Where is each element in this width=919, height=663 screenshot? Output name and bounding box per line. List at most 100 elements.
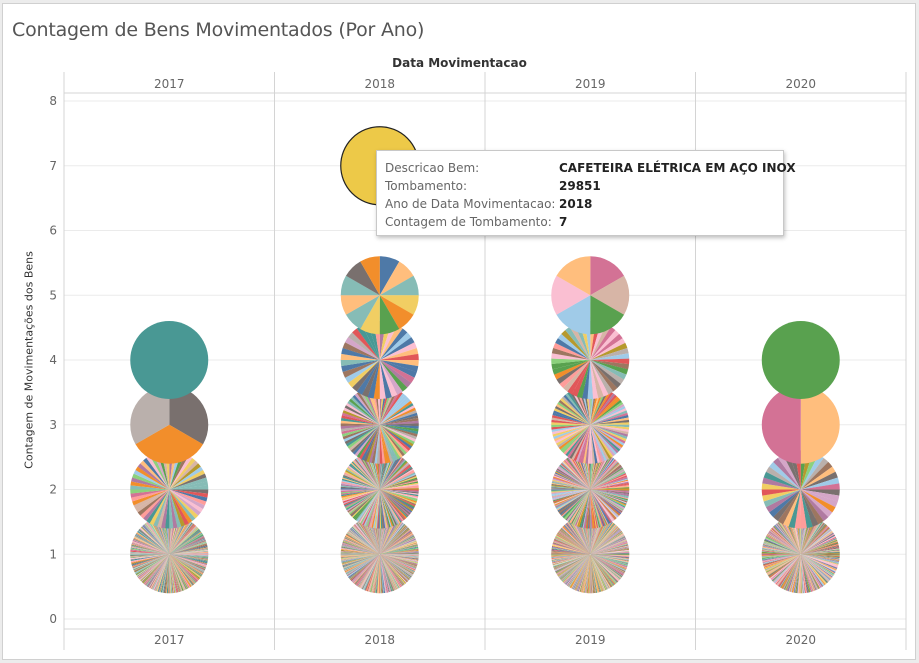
pie-slice — [559, 554, 591, 579]
pie-slice — [590, 489, 608, 526]
pie-mark[interactable] — [551, 450, 630, 529]
pie-slice — [169, 554, 191, 588]
pie-slice — [379, 554, 391, 592]
pie-slice — [769, 461, 801, 490]
pie-mark[interactable] — [551, 256, 630, 335]
pie-slice — [800, 554, 828, 583]
pie-slice — [341, 554, 380, 562]
pie-mark[interactable] — [551, 515, 630, 594]
pie-slice — [350, 554, 380, 581]
pie-slice — [342, 489, 380, 502]
pie-slice — [590, 459, 616, 490]
pie-slice — [169, 549, 209, 555]
pie-mark[interactable] — [130, 321, 209, 399]
pie-slice — [379, 552, 419, 555]
pie-slice — [766, 554, 801, 573]
pie-slice — [559, 489, 591, 515]
pie-slice — [577, 489, 591, 527]
pie-slice — [344, 536, 380, 555]
pie-slice — [800, 553, 840, 555]
pie-slice — [590, 554, 613, 587]
pie-slice — [569, 521, 591, 555]
pie-mark[interactable] — [130, 385, 209, 464]
pie-slice — [582, 360, 591, 399]
pie-slice — [572, 454, 591, 490]
pie-slice — [130, 554, 170, 557]
pie-slice — [590, 522, 615, 555]
pie-slice — [774, 554, 801, 584]
pie-mark[interactable] — [130, 515, 209, 594]
pie-slice — [169, 554, 196, 584]
pie-slice — [379, 471, 415, 490]
pie-slice — [800, 489, 838, 508]
pie-slice — [590, 548, 629, 555]
pie-slice — [552, 477, 591, 490]
pie-slice — [566, 554, 591, 586]
pie-slice — [564, 554, 591, 584]
pie-slice — [561, 330, 591, 360]
pie-slice — [130, 554, 170, 561]
pie-slice — [590, 474, 627, 490]
pie-slice — [590, 554, 596, 593]
pie-slice — [347, 531, 380, 555]
pie-slice — [552, 489, 591, 501]
pie-slice — [379, 554, 385, 594]
pie-mark[interactable] — [130, 450, 209, 529]
pie-slice — [763, 554, 801, 566]
pie-slice — [169, 485, 209, 490]
pie-mark[interactable] — [761, 321, 840, 399]
pie-slice — [361, 519, 380, 555]
pie-slice — [379, 424, 405, 457]
pie-slice — [590, 554, 611, 588]
pie-slice — [551, 489, 591, 498]
pie-slice — [169, 554, 205, 572]
pie-slice — [590, 554, 595, 594]
pie-slice — [562, 489, 591, 518]
pie-slice — [590, 489, 625, 509]
pie-slice — [800, 554, 815, 592]
pie-slice — [565, 326, 591, 360]
pie-mark[interactable] — [551, 385, 630, 464]
pie-slice — [571, 424, 591, 461]
pie-slice — [777, 522, 801, 555]
pie-slice — [139, 554, 170, 580]
pie-mark[interactable] — [340, 450, 419, 529]
pie-slice — [567, 457, 591, 490]
pie-slice — [590, 477, 628, 490]
pie-slice — [590, 454, 608, 490]
pie-mark[interactable] — [340, 515, 419, 594]
pie-slice — [169, 520, 190, 555]
pie-slice — [362, 554, 380, 590]
pie-mark[interactable] — [761, 385, 840, 464]
pie-slice — [590, 520, 610, 555]
pie-slice — [590, 424, 629, 435]
pie-slice — [141, 526, 170, 555]
pie-slice — [169, 549, 209, 555]
pie-slice — [379, 554, 397, 590]
pie-slice — [343, 554, 380, 569]
pie-slice — [356, 391, 380, 425]
pie-slice — [590, 468, 624, 490]
pie-slice — [782, 519, 801, 555]
pie-slice — [379, 423, 419, 427]
pie-slice — [558, 530, 591, 555]
pie-slice — [361, 424, 380, 461]
pie-slice — [554, 360, 591, 380]
pie-slice — [800, 554, 831, 581]
pie-slice — [152, 518, 170, 555]
pie-slice — [590, 554, 596, 594]
pie-slice — [150, 554, 170, 589]
pie-mark[interactable] — [340, 256, 419, 335]
pie-slice — [169, 522, 193, 555]
pie-slice — [762, 554, 801, 563]
pie-slice — [379, 520, 401, 555]
pie-slice — [800, 553, 840, 555]
pie-slice — [355, 457, 380, 490]
pie-slice — [800, 554, 802, 594]
pie-slice — [379, 554, 410, 580]
pie-slice — [571, 360, 591, 397]
pie-slice — [379, 478, 418, 490]
pie-slice — [379, 462, 409, 490]
pie-slice — [169, 537, 205, 555]
pie-slice — [565, 523, 591, 555]
